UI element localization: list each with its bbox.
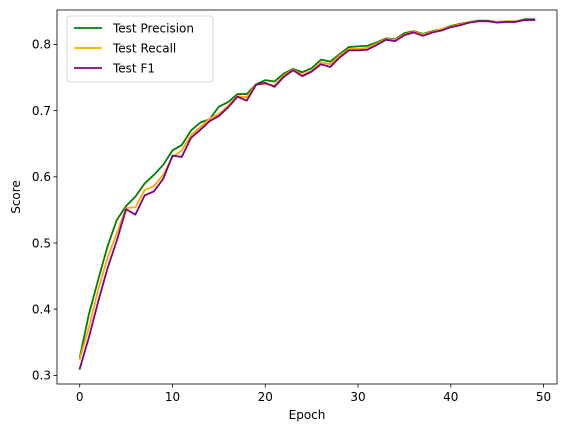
x-tick-label: 50 [536, 390, 551, 404]
y-tick-label: 0.5 [32, 236, 51, 250]
x-tick-label: 0 [76, 390, 84, 404]
x-tick-label: 10 [165, 390, 180, 404]
legend-entry-label: Test Precision [112, 21, 194, 35]
legend: Test Precision Test Recall Test F1 [66, 15, 214, 83]
y-axis-label: Score [9, 180, 23, 214]
x-tick-label: 20 [258, 390, 273, 404]
plot-frame [56, 9, 558, 385]
y-tick-label: 0.7 [32, 104, 51, 118]
y-tick-label: 0.4 [32, 303, 51, 317]
y-tick-label: 0.6 [32, 170, 51, 184]
x-tick-label: 30 [350, 390, 365, 404]
x-axis: 0 10 20 30 40 50 [76, 384, 551, 404]
y-axis: 0.3 0.4 0.5 0.6 0.7 0.8 [32, 38, 57, 383]
series-line-test-f1 [78, 19, 536, 370]
legend-box [66, 15, 214, 83]
x-axis-label: Epoch [289, 408, 326, 422]
series-group [78, 18, 536, 370]
x-tick-label: 40 [443, 390, 458, 404]
legend-entry-label: Test F1 [112, 61, 155, 75]
y-tick-label: 0.8 [32, 38, 51, 52]
y-tick-label: 0.3 [32, 369, 51, 383]
legend-entry-label: Test Recall [112, 41, 176, 55]
